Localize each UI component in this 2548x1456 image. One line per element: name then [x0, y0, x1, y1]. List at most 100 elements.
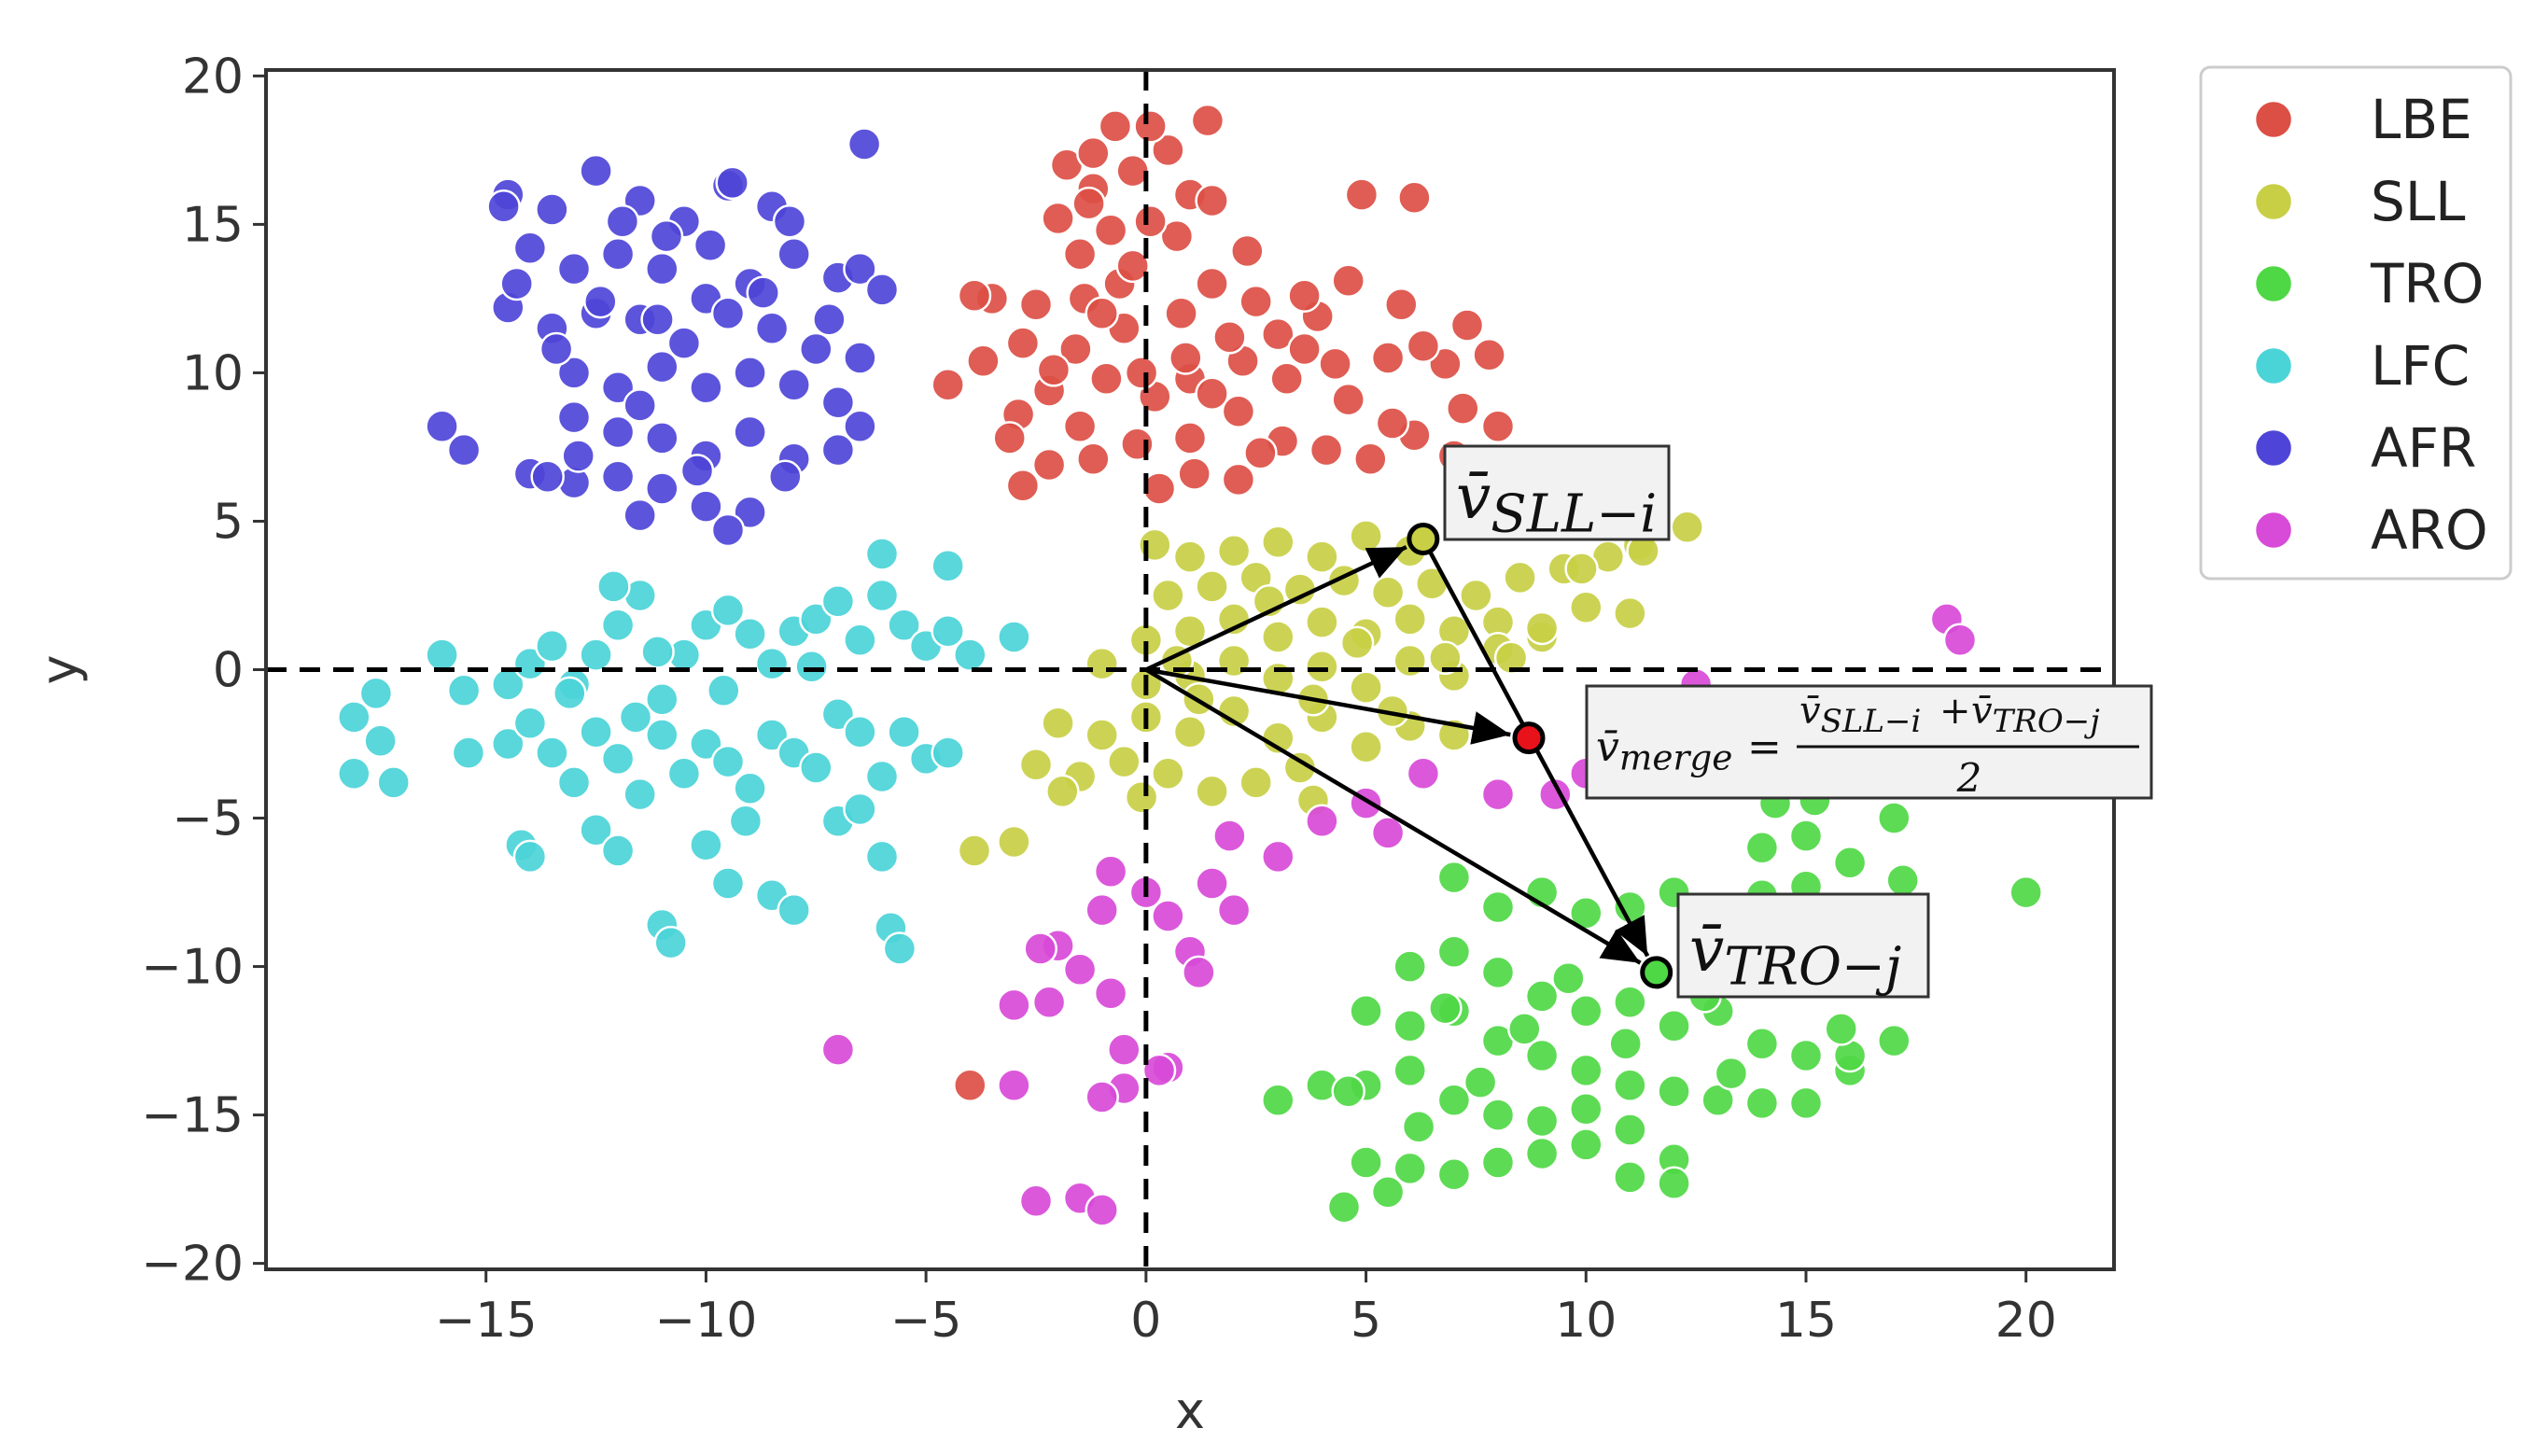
point-afr-7 [512, 231, 548, 266]
point-lfc-50 [931, 735, 965, 770]
point-sll-62 [1124, 780, 1159, 815]
point-tro-69 [1714, 1056, 1749, 1091]
point-lfc-31 [512, 706, 548, 741]
y-tick-label: −20 [141, 1237, 244, 1293]
y-axis-label: y [30, 655, 89, 685]
point-sll-5 [1349, 519, 1383, 553]
point-tro-34 [1524, 1038, 1560, 1073]
point-lbe-26 [1062, 409, 1098, 443]
point-lfc-27 [931, 613, 965, 649]
point-lfc-2 [358, 676, 394, 711]
point-sll-32 [1085, 646, 1119, 681]
point-lfc-44 [799, 750, 833, 785]
point-lfc-1 [446, 673, 482, 708]
y-tick-label: 20 [182, 49, 244, 105]
point-lfc-48 [887, 715, 921, 749]
point-afr-66 [561, 439, 595, 473]
point-lfc-46 [843, 715, 877, 749]
legend-marker-afr [2253, 427, 2294, 469]
v-tro-label-box [1676, 892, 1930, 999]
point-tro-45 [1436, 1083, 1472, 1117]
v-merge-lhs-base: v̄ [1596, 723, 1619, 771]
point-tro-46 [1480, 1098, 1516, 1132]
x-tick-label: 0 [1130, 1293, 1161, 1349]
point-afr-21 [666, 326, 702, 360]
point-afr-15 [843, 251, 877, 287]
y-tick-label: 5 [213, 494, 244, 550]
point-lbe-48 [1331, 263, 1365, 299]
point-lbe-18 [1239, 284, 1273, 319]
point-lbe-58 [1287, 331, 1322, 367]
point-lfc-62 [843, 791, 877, 827]
crosshair-layer [266, 70, 2114, 1269]
point-lbe-56 [1159, 218, 1195, 254]
point-afr-13 [777, 236, 811, 272]
v-tro-label-base: v̄ [1689, 914, 1724, 986]
point-afr-64 [605, 203, 640, 239]
point-tro-61 [1326, 1189, 1362, 1225]
point-lbe-47 [1384, 287, 1419, 322]
point-sll-57 [1195, 774, 1229, 809]
point-afr-31 [777, 367, 811, 402]
tick-layer: −15 −10 −5 0 5 10 15 20 20 15 10 5 0 −5 −10 −15 −20 x y [30, 49, 2057, 1440]
point-afr-62 [693, 228, 728, 262]
legend-marker-aro [2253, 510, 2294, 551]
point-aro-17 [1018, 1183, 1054, 1219]
point-tro-40 [1788, 1085, 1824, 1121]
point-lbe-61 [1331, 382, 1365, 417]
point-tro-1 [1480, 889, 1516, 925]
v-merge-denominator: 2 [1956, 755, 1982, 801]
point-lfc-11 [579, 637, 613, 672]
point-sll-24 [1305, 605, 1339, 639]
point-lbe-42 [1177, 456, 1211, 491]
point-afr-23 [754, 311, 790, 345]
point-sll-15 [1503, 560, 1537, 595]
point-afr-48 [733, 495, 767, 530]
v-merge-numerator-b: v̄TRO−j [1971, 690, 2100, 740]
point-afr-33 [425, 409, 459, 443]
point-aro-6 [1085, 892, 1119, 928]
point-afr-61 [499, 266, 534, 301]
point-lbe-51 [931, 367, 965, 402]
v-merge-marker [1512, 721, 1546, 755]
point-lfc-47 [864, 759, 900, 794]
point-sll-63 [957, 833, 992, 868]
legend-label-lbe: LBE [2371, 88, 2472, 151]
point-lbe-60 [1449, 308, 1485, 343]
point-sll-64 [997, 824, 1031, 860]
point-aro-20 [1261, 839, 1295, 875]
point-lfc-6 [376, 765, 411, 800]
point-afr-52 [486, 189, 521, 224]
point-afr-68 [640, 301, 675, 337]
point-afr-49 [623, 497, 657, 533]
point-aro-9 [1031, 985, 1067, 1019]
point-sll-55 [1107, 744, 1141, 779]
point-aro-3 [1195, 866, 1229, 901]
v-sll-label-subscript: SLL−i [1491, 484, 1657, 545]
point-tro-52 [1331, 1073, 1365, 1109]
point-lfc-35 [600, 741, 636, 777]
y-tick-label: 0 [213, 643, 244, 699]
point-tro-57 [1524, 1136, 1560, 1171]
point-aro-30 [1942, 623, 1978, 657]
point-lfc-38 [666, 756, 702, 791]
point-lfc-30 [491, 726, 525, 762]
point-sll-73 [1564, 552, 1599, 586]
point-sll-44 [1085, 718, 1119, 752]
point-lfc-68 [596, 569, 631, 604]
point-lbe-6 [1151, 133, 1185, 168]
point-afr-2 [579, 153, 613, 189]
point-tro-44 [1393, 1053, 1427, 1088]
point-tro-59 [1613, 1160, 1647, 1195]
point-sll-42 [1524, 610, 1560, 646]
point-sll-12 [1370, 575, 1406, 610]
point-lbe-64 [1230, 233, 1265, 269]
point-aro-35 [1141, 1053, 1177, 1088]
point-sll-53 [1018, 748, 1054, 782]
point-sll-19 [1670, 510, 1704, 545]
v-merge-numerator-a-subscript: SLL−i [1821, 703, 1922, 740]
point-lfc-9 [535, 628, 569, 664]
point-aro-0 [1093, 854, 1128, 889]
point-lbe-76 [1195, 376, 1229, 411]
point-afr-8 [556, 251, 592, 287]
